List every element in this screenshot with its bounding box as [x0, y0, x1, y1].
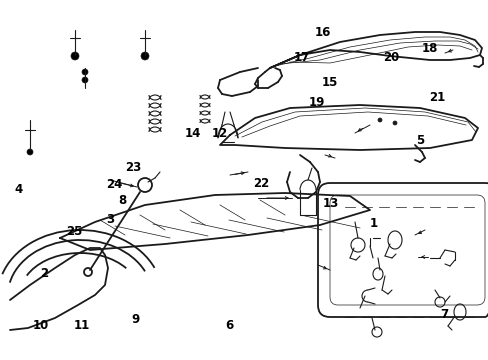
Text: 21: 21: [428, 91, 445, 104]
Text: 25: 25: [66, 225, 82, 238]
Text: 7: 7: [439, 309, 447, 321]
Text: 11: 11: [74, 319, 90, 332]
Circle shape: [392, 121, 396, 125]
Text: 5: 5: [415, 134, 423, 147]
Text: 10: 10: [32, 319, 49, 332]
Text: 23: 23: [124, 161, 141, 174]
Circle shape: [71, 52, 79, 60]
Text: 6: 6: [225, 319, 233, 332]
Text: 12: 12: [211, 127, 228, 140]
Circle shape: [27, 149, 33, 155]
Text: 22: 22: [253, 177, 269, 190]
Text: 3: 3: [106, 213, 114, 226]
Text: 1: 1: [368, 217, 377, 230]
Circle shape: [82, 69, 88, 75]
Text: 4: 4: [15, 183, 22, 195]
Text: 20: 20: [382, 51, 399, 64]
Text: 15: 15: [321, 76, 338, 89]
Text: 13: 13: [322, 197, 338, 210]
Circle shape: [82, 77, 88, 83]
Text: 18: 18: [421, 42, 438, 55]
Circle shape: [377, 118, 381, 122]
Text: 19: 19: [308, 96, 325, 109]
Text: 17: 17: [293, 51, 310, 64]
Text: 24: 24: [106, 178, 122, 191]
Text: 16: 16: [314, 26, 330, 39]
Text: 9: 9: [132, 313, 140, 326]
Text: 8: 8: [118, 194, 126, 207]
Circle shape: [141, 52, 149, 60]
Text: 2: 2: [40, 267, 48, 280]
Text: 14: 14: [184, 127, 201, 140]
